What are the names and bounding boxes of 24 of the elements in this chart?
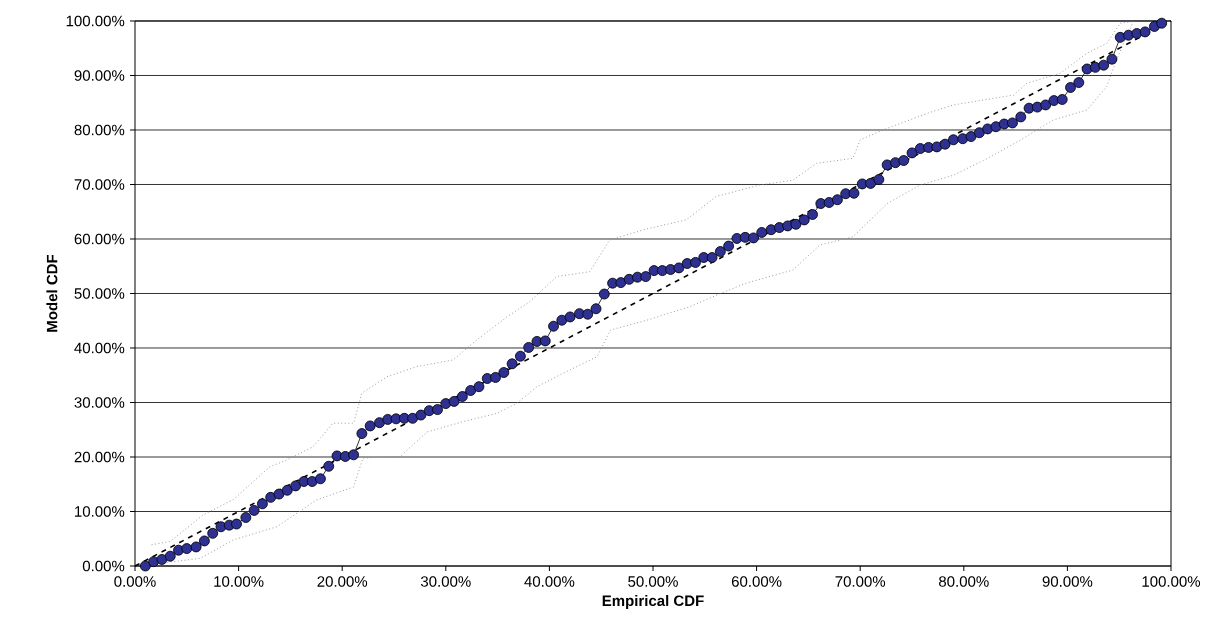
y-axis-title: Model CDF <box>46 254 58 332</box>
x-tick-label: 80.00% <box>939 576 989 587</box>
x-tick-label: 40.00% <box>524 576 575 587</box>
x-axis-title: Empirical CDF <box>602 595 704 609</box>
x-tick-label: 60.00% <box>731 576 782 587</box>
y-tick-label: 20.00% <box>74 451 125 463</box>
x-tick-label: 20.00% <box>317 576 368 587</box>
y-tick-label: 30.00% <box>74 397 125 408</box>
y-tick-label: 40.00% <box>74 342 125 354</box>
y-tick-label: 10.00% <box>75 506 125 517</box>
y-tick-label: 90.00% <box>74 70 125 81</box>
x-tick-label: 50.00% <box>628 576 678 587</box>
x-tick-label: 30.00% <box>420 576 471 587</box>
x-tick-label: 90.00% <box>1042 576 1093 587</box>
x-tick-label: 70.00% <box>835 576 886 587</box>
x-tick-label: 10.00% <box>214 576 264 587</box>
y-tick-label: 50.00% <box>74 288 125 299</box>
x-tick-label: 100.00% <box>1142 576 1201 587</box>
y-tick-label: 100.00% <box>66 15 125 27</box>
x-tick-label: 0.00% <box>114 576 156 587</box>
y-tick-label: 70.00% <box>74 179 125 190</box>
y-tick-label: 80.00% <box>74 124 125 136</box>
y-tick-label: 60.00% <box>74 233 125 245</box>
y-tick-label: 0.00% <box>82 560 125 572</box>
